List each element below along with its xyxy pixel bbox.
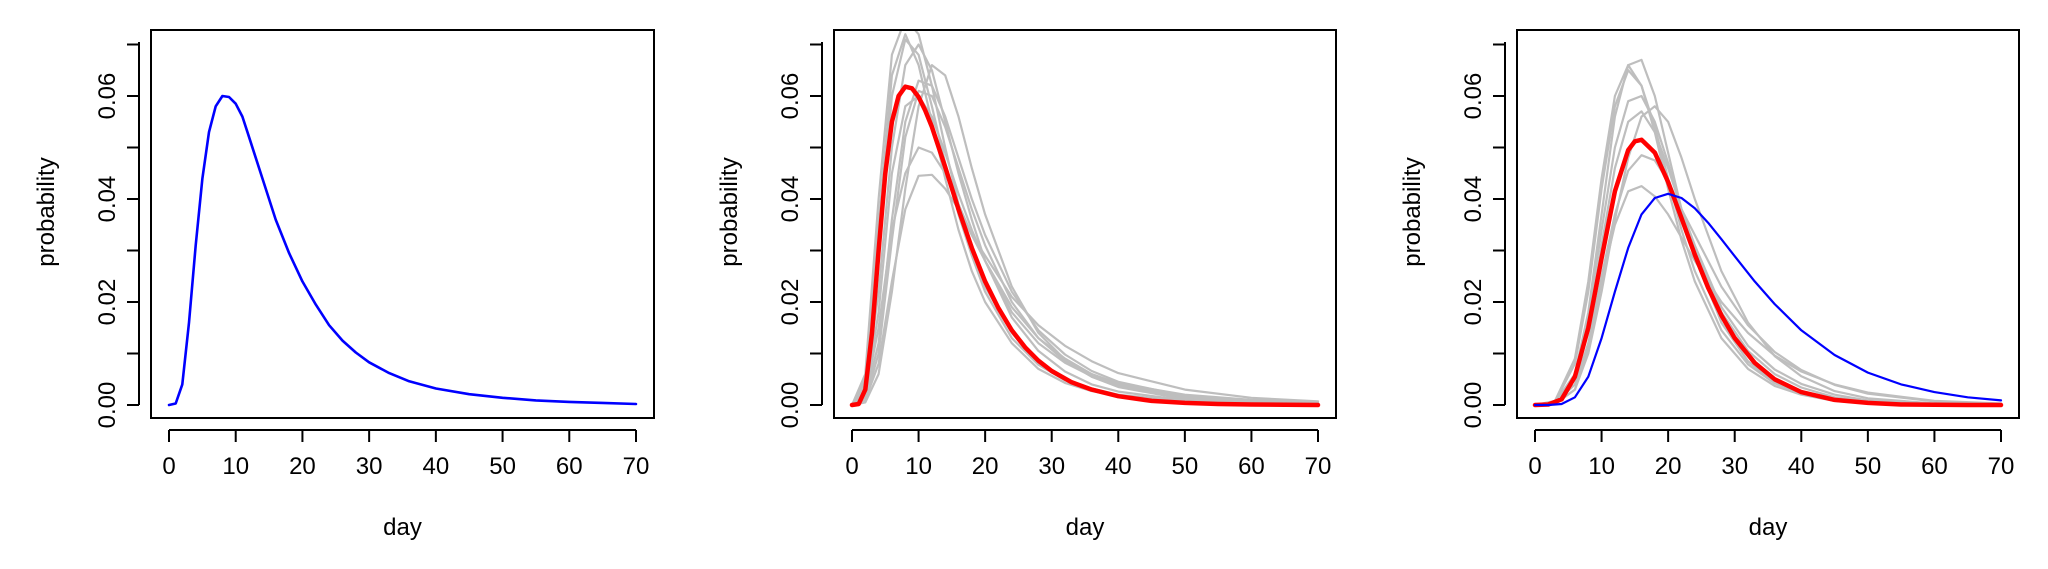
plot-area — [1532, 58, 2004, 408]
plot-area — [849, 30, 1321, 408]
y-tick-label: 0.04 — [94, 176, 121, 223]
x-tick-label: 60 — [1238, 453, 1265, 480]
x-tick-label: 20 — [972, 453, 999, 480]
x-tick-label: 40 — [423, 453, 450, 480]
x-tick-label: 10 — [1588, 453, 1615, 480]
chart-panel-1: 0 10 20 30 40 50 60 70 0.00 0.02 0.04 0.06 day probab… — [33, 29, 655, 541]
x-tick-label: 20 — [289, 453, 316, 480]
series-line-10 — [1533, 192, 2003, 407]
y-tick-label: 0.00 — [777, 382, 804, 429]
y-axis-label: probability — [1399, 157, 1426, 266]
x-tick-label: 30 — [1038, 453, 1065, 480]
plot-area — [167, 94, 638, 407]
y-tick-label: 0.06 — [1460, 73, 1487, 120]
y-tick-label: 0.00 — [1460, 382, 1487, 429]
x-tick-label: 70 — [1988, 453, 2015, 480]
x-tick-label: 40 — [1788, 453, 1815, 480]
x-tick-label: 70 — [1305, 453, 1332, 480]
series-line-11 — [849, 84, 1321, 408]
series-line-6 — [1533, 185, 2003, 407]
y-axis-label: probability — [33, 157, 60, 266]
y-tick-label: 0.04 — [777, 176, 804, 223]
plot-frame — [150, 29, 655, 419]
x-tick-label: 20 — [1655, 453, 1682, 480]
series-line-8 — [850, 63, 1320, 407]
series-line-10 — [850, 79, 1320, 407]
x-tick-label: 40 — [1105, 453, 1132, 480]
series-line-9 — [850, 33, 1320, 407]
x-tick-label: 70 — [623, 453, 650, 480]
chart-panel-2: 0 10 20 30 40 50 60 70 0.00 0.02 0.04 0.06 day probab… — [716, 29, 1337, 541]
y-tick-label: 0.06 — [777, 73, 804, 120]
x-tick-label: 60 — [1921, 453, 1948, 480]
x-tick-label: 50 — [489, 453, 516, 480]
x-axis-label: day — [383, 514, 422, 541]
plot-frame — [1516, 29, 2020, 419]
chart-panel-3: 0 10 20 30 40 50 60 70 0.00 0.02 0.04 0.06 day probab… — [1399, 29, 2020, 541]
x-tick-label: 0 — [845, 453, 858, 480]
x-tick-label: 30 — [1721, 453, 1748, 480]
x-tick-label: 50 — [1855, 453, 1882, 480]
y-tick-label: 0.02 — [777, 279, 804, 326]
x-tick-label: 0 — [162, 453, 175, 480]
y-tick-label: 0.02 — [94, 279, 121, 326]
y-tick-label: 0.06 — [94, 73, 121, 120]
series-line-7 — [850, 94, 1320, 407]
x-axis-label: day — [1749, 514, 1788, 541]
x-tick-label: 10 — [222, 453, 249, 480]
series-line-9 — [1532, 137, 2004, 408]
x-tick-label: 0 — [1528, 453, 1541, 480]
series-line-8 — [1533, 94, 2003, 407]
x-tick-label: 10 — [905, 453, 932, 480]
y-tick-label: 0.04 — [1460, 176, 1487, 223]
x-tick-label: 30 — [356, 453, 383, 480]
y-axis-label: probability — [716, 157, 743, 266]
x-axis-label: day — [1066, 514, 1105, 541]
series-line-4 — [1533, 105, 2003, 407]
y-tick-label: 0.00 — [94, 382, 121, 429]
series-line-3 — [850, 173, 1320, 407]
plot-frame — [833, 29, 1337, 419]
series-line-6 — [850, 43, 1320, 407]
x-tick-label: 60 — [556, 453, 583, 480]
y-tick-label: 0.02 — [1460, 279, 1487, 326]
x-tick-label: 50 — [1172, 453, 1199, 480]
series-line-1 — [167, 94, 638, 407]
